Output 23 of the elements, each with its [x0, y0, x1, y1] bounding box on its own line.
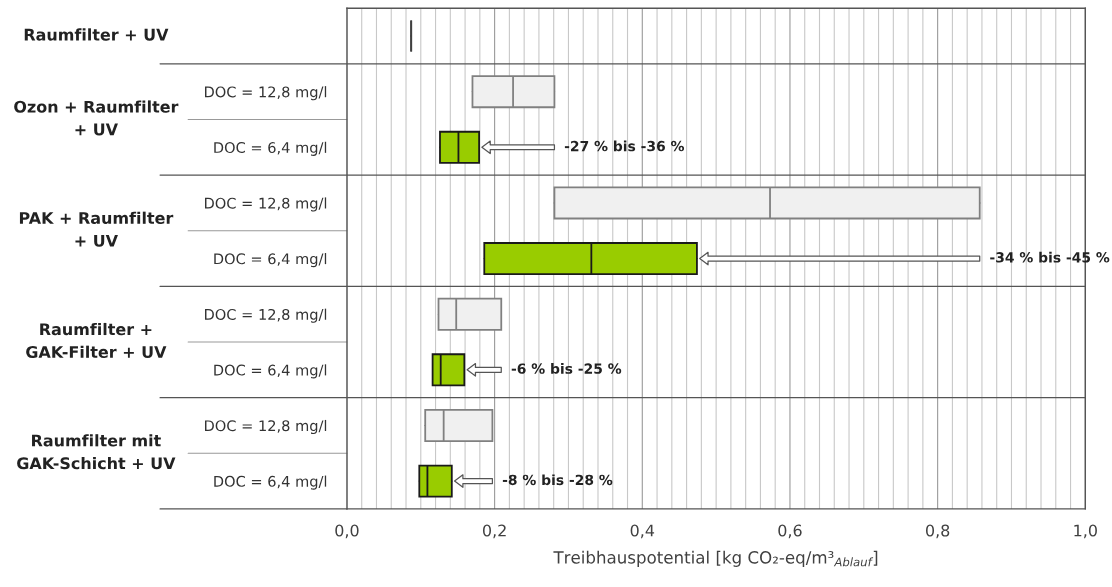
annotation: -27 % bis -36 %	[564, 140, 685, 152]
x-tick-label: 0,0	[335, 524, 359, 539]
y-tick-label: DOC = 12,8 mg/l	[205, 86, 327, 101]
text: Raumfilter mit GAK-Schicht + UV	[17, 434, 176, 470]
text: Raumfilter + UV	[24, 28, 169, 41]
annotation: -6 % bis -25 %	[511, 363, 622, 374]
y-tick-label: DOC = 12,8 mg/l	[205, 197, 327, 212]
y-tick-label: DOC = 6,4 mg/l	[214, 364, 327, 379]
annotation: -8 % bis -28 %	[502, 474, 613, 486]
x-tick-label: 0,8	[925, 524, 950, 539]
y-tick-label: DOC = 6,4 mg/l	[214, 141, 327, 156]
x-axis-title: Treibhauspotential [kg CO₂-eq/m³$_{Ablauf}$]	[553, 550, 878, 567]
text: PAK + Raumfilter + UV	[19, 211, 174, 247]
y-tick-label: DOC = 12,8 mg/l	[205, 419, 327, 435]
text: Ozon + Raumfilter + UV	[14, 100, 179, 136]
x-tick-label: 1,0	[1074, 524, 1097, 539]
x-tick-label: 0,4	[630, 524, 655, 539]
text: Raumfilter + GAK-Filter + UV	[26, 322, 167, 359]
y-tick-label: DOC = 6,4 mg/l	[214, 253, 327, 268]
x-tick-label: 0,6	[778, 524, 802, 539]
y-tick-label: DOC = 6,4 mg/l	[214, 475, 327, 490]
y-tick-label: DOC = 12,8 mg/l	[205, 308, 327, 323]
x-tick-label: 0,2	[482, 524, 506, 539]
